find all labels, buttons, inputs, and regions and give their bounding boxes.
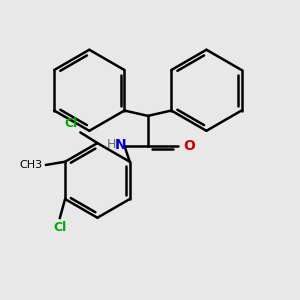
Text: CH3: CH3 xyxy=(20,160,43,170)
Text: N: N xyxy=(115,138,127,152)
Text: H: H xyxy=(106,138,116,151)
Text: Cl: Cl xyxy=(64,117,77,130)
Text: Cl: Cl xyxy=(53,221,66,235)
Text: O: O xyxy=(183,139,195,153)
